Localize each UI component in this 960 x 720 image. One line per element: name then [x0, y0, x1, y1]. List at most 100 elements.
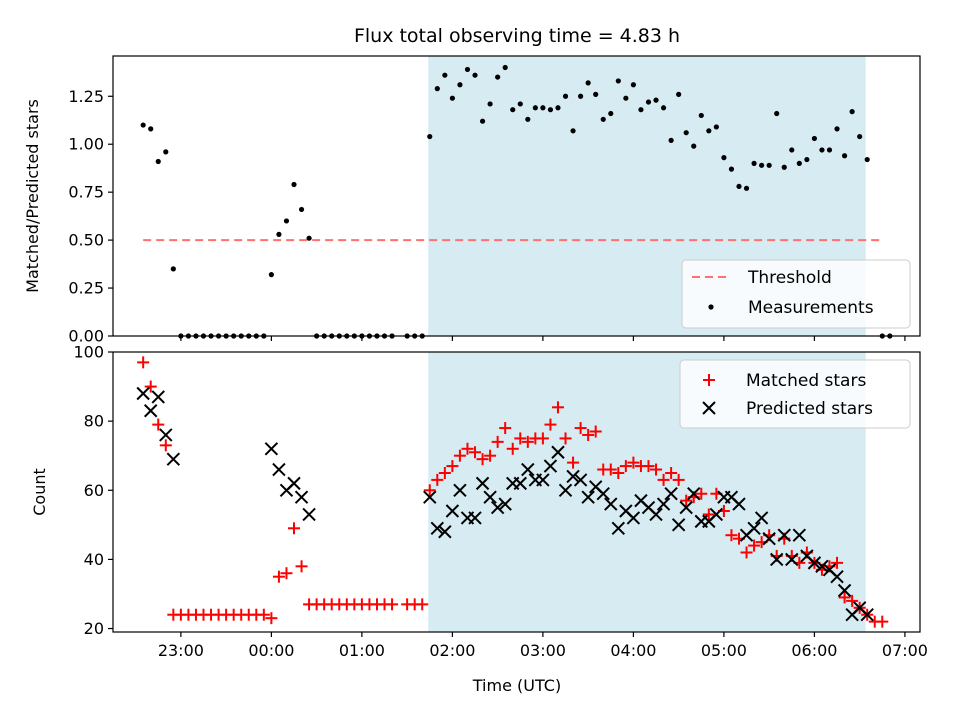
x-tick-label: 04:00 [610, 641, 656, 660]
predicted-star-point [664, 487, 678, 501]
matched-star-point [491, 435, 504, 448]
matched-star-point [582, 428, 595, 441]
measurement-point [819, 147, 825, 153]
matched-star-point [438, 466, 451, 479]
predicted-star-point [626, 511, 641, 525]
measurement-point [683, 130, 689, 136]
bottom-panel: 20 40 60 80 100 23:00 00:00 01:00 02:00 03:00 04:… [30, 343, 928, 696]
measurement-point [291, 181, 297, 188]
predicted-star-point [423, 490, 437, 504]
predicted-star-point [785, 552, 799, 567]
predicted-star-point [807, 556, 822, 570]
predicted-star-point [453, 483, 467, 497]
matched-star-point [159, 439, 172, 452]
measurement-point [608, 110, 614, 117]
measurement-point [645, 99, 652, 105]
predicted-star-point [679, 500, 693, 515]
predicted-star-point [475, 476, 490, 491]
matched-star-point [453, 449, 466, 462]
measurement-point [464, 66, 471, 73]
top-y-tick-label: 0.25 [68, 279, 104, 298]
bottom-y-axis-label: Count [30, 468, 49, 516]
bottom-y-ticks: 20 40 60 80 100 [73, 343, 113, 638]
predicted-star-point [747, 521, 761, 536]
measurement-point [487, 101, 493, 107]
measurement-point [623, 95, 629, 101]
top-legend-box [681, 259, 911, 329]
x-axis-label: Time (UTC) [472, 676, 561, 695]
bottom-y-tick-label: 60 [84, 481, 104, 500]
measurement-point [759, 162, 765, 168]
measurement-point [457, 82, 463, 88]
matched-star-point [257, 608, 270, 621]
predicted-star-point [445, 504, 460, 518]
x-tick-label: 23:00 [158, 641, 204, 660]
predicted-star-point [136, 386, 150, 401]
top-legend: Threshold Measurements [681, 259, 911, 329]
matched-star-point [657, 473, 670, 486]
measurement-point [283, 218, 290, 224]
measurement-point [170, 266, 176, 272]
measurement-point [826, 147, 833, 153]
predicted-stars-series [136, 386, 874, 622]
top-y-tick-label: 1.00 [68, 135, 104, 154]
x-tick-label: 06:00 [791, 641, 837, 660]
matched-star-point [544, 418, 557, 431]
predicted-star-point [430, 521, 445, 536]
measurement-point [630, 82, 637, 88]
measurement-point [743, 185, 750, 191]
measurement-point [849, 109, 855, 115]
x-tick-label: 02:00 [429, 641, 475, 660]
predicted-star-point [671, 518, 686, 532]
bottom-y-tick-label: 20 [84, 619, 104, 638]
top-y-ticks: 0.00 0.25 0.50 0.75 1.00 1.25 [68, 87, 113, 346]
matched-star-point [665, 466, 678, 479]
measurement-point [148, 126, 154, 132]
measurement-point [796, 160, 802, 166]
bottom-y-tick-label: 40 [84, 550, 104, 569]
predicted-star-point [468, 511, 482, 525]
measurement-point [268, 272, 274, 278]
measurement-point [736, 183, 742, 190]
predicted-star-point [596, 487, 610, 501]
bottom-legend-box [679, 359, 911, 429]
measurement-point [540, 105, 546, 111]
matched-star-point [559, 432, 572, 445]
predicted-star-point [166, 452, 181, 466]
matched-star-point [137, 356, 150, 369]
top-y-tick-label: 1.25 [68, 87, 104, 106]
measurement-point [857, 133, 863, 140]
bottom-x-ticks: 23:00 00:00 01:00 02:00 03:00 04:00 05:00 06:00… [158, 632, 928, 660]
matched-star-point [650, 463, 663, 476]
measurement-point [691, 143, 697, 149]
measurement-point [449, 95, 455, 101]
predicted-star-point [521, 462, 535, 477]
measurement-point [163, 149, 169, 155]
measurement-point [276, 231, 282, 237]
predicted-star-point [566, 469, 580, 484]
matched-star-point [272, 570, 285, 583]
matched-star-point [838, 591, 851, 604]
predicted-star-point [287, 476, 301, 491]
predicted-legend-label: Predicted stars [746, 399, 873, 419]
matched-star-point [876, 615, 889, 628]
predicted-star-point [581, 490, 595, 504]
measurement-point [864, 156, 870, 163]
matched-star-point [536, 432, 549, 445]
measurement-point [510, 107, 516, 113]
predicted-star-point [558, 483, 573, 497]
predicted-star-point [792, 528, 807, 542]
matched-star-point [280, 567, 293, 580]
measurement-point [140, 122, 146, 128]
predicted-star-point [302, 507, 316, 522]
measurements-legend-label: Measurements [748, 298, 874, 318]
measurement-point [525, 116, 531, 122]
matched-star-point [499, 422, 512, 435]
predicted-star-point [272, 462, 286, 477]
matched-star-point [567, 456, 580, 469]
matched-star-point [642, 460, 655, 473]
matched-star-point [469, 446, 482, 459]
bottom-y-tick-label: 80 [84, 412, 104, 431]
measurement-point [728, 166, 735, 172]
